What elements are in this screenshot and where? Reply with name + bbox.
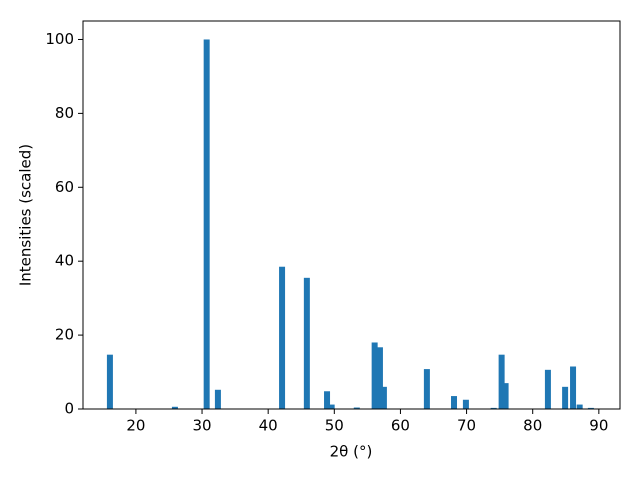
- x-axis-label: 2θ (°): [330, 443, 373, 461]
- bar: [490, 407, 497, 409]
- bar: [498, 354, 505, 409]
- plot-frame: [82, 20, 621, 410]
- bar: [587, 407, 594, 409]
- x-tick-label: 40: [259, 417, 278, 435]
- bar: [303, 277, 310, 409]
- bar: [576, 404, 583, 409]
- bar: [328, 404, 335, 409]
- x-tick-label: 80: [523, 417, 542, 435]
- bar: [171, 406, 178, 409]
- bar: [380, 386, 387, 409]
- x-tick-label: 30: [192, 417, 211, 435]
- bar: [214, 389, 221, 409]
- bar: [279, 266, 286, 409]
- bar: [353, 407, 360, 409]
- x-tick-label: 90: [589, 417, 608, 435]
- bar: [502, 383, 509, 409]
- bar: [544, 369, 551, 409]
- y-tick-label: 100: [45, 30, 74, 48]
- bar: [203, 39, 210, 409]
- bar: [451, 396, 458, 409]
- bar: [423, 369, 430, 409]
- x-tick-label: 60: [391, 417, 410, 435]
- y-tick-label: 40: [55, 252, 74, 270]
- bar: [562, 386, 569, 409]
- y-axis-label: Intensities (scaled): [17, 144, 35, 286]
- bar: [376, 347, 383, 409]
- x-tick-label: 20: [126, 417, 145, 435]
- y-tick-label: 0: [64, 400, 74, 418]
- y-tick-label: 20: [55, 326, 74, 344]
- bar: [371, 342, 378, 409]
- y-tick-label: 60: [55, 178, 74, 196]
- bar: [106, 354, 113, 409]
- y-tick-label: 80: [55, 104, 74, 122]
- x-tick-label: 70: [457, 417, 476, 435]
- bar: [570, 366, 577, 409]
- bar: [462, 399, 469, 409]
- bar: [324, 391, 331, 409]
- x-tick-label: 50: [325, 417, 344, 435]
